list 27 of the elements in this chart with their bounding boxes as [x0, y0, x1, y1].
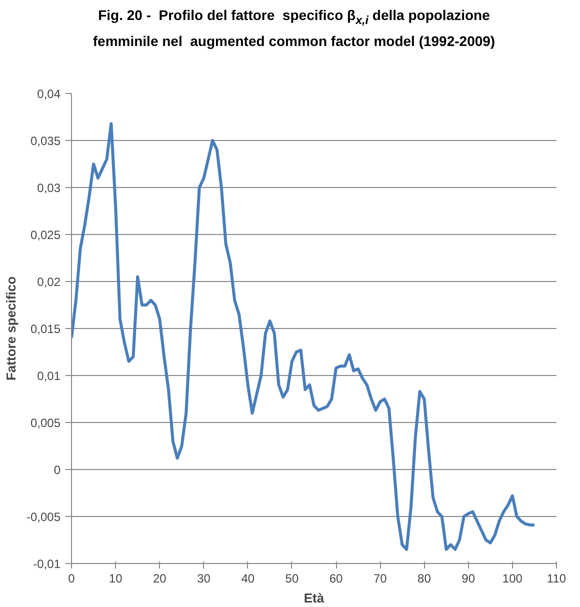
x-tick-label: 20 [153, 572, 167, 586]
y-axis-title: Fattore specifico [3, 276, 18, 381]
x-tick-label: 110 [546, 572, 566, 586]
y-tick-label: 0,03 [37, 181, 61, 195]
y-tick-label: 0,015 [30, 322, 61, 336]
chart-title: Fig. 20 - Profilo del fattore specifico β$_{x,i}$ della popolazione femminile nel augmented common factor model (1992-2009) [92, 6, 496, 51]
y-tick-label: 0 [54, 463, 61, 477]
line-series [72, 122, 536, 551]
y-tick-label: -0,01 [33, 557, 61, 571]
x-tick-label: 60 [329, 572, 344, 586]
y-tick-label: 0,02 [37, 275, 61, 289]
x-tick-label: 0 [68, 572, 76, 586]
x-tick-label: 100 [502, 572, 523, 586]
x-tick-label: 70 [373, 572, 388, 586]
x-tick-label: 90 [462, 572, 476, 586]
x-tick-label: 80 [418, 572, 432, 586]
x-tick-label: 40 [241, 572, 255, 586]
y-tick-label: 0,04 [37, 87, 61, 101]
x-tick-label: 30 [197, 572, 211, 586]
y-tick-label: 0,035 [30, 134, 61, 148]
y-tick-label: 0,005 [30, 416, 61, 430]
y-tick-label: -0,005 [26, 510, 61, 524]
x-tick-label: 50 [285, 572, 299, 586]
y-tick-label: 0,01 [37, 369, 61, 383]
y-tick-label: 0,025 [30, 228, 61, 242]
x-tick-label: 10 [108, 572, 123, 586]
x-axis-title: Età [304, 590, 325, 606]
